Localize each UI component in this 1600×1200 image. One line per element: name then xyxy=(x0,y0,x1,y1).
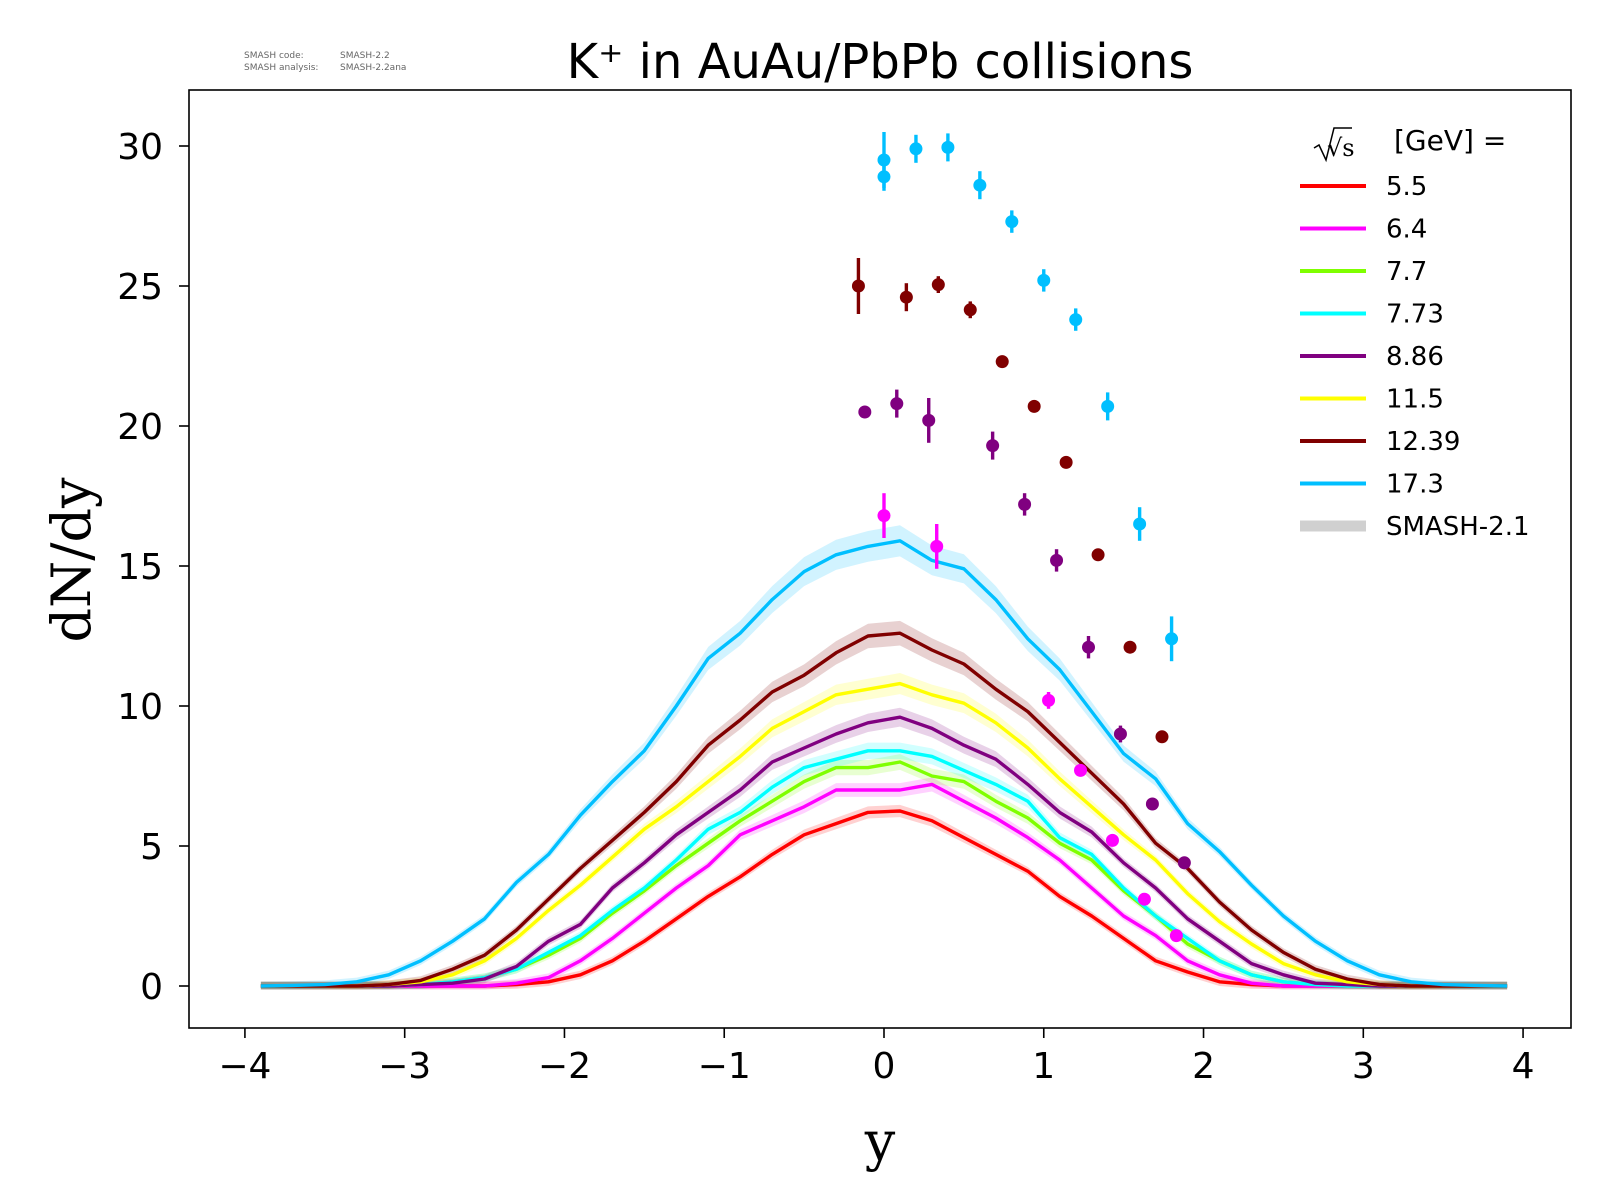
x-tick-label: 3 xyxy=(1352,1046,1375,1087)
legend-label: 12.39 xyxy=(1386,427,1460,457)
legend: √s [GeV] = 5.56.47.77.738.8611.512.3917.… xyxy=(1300,124,1530,542)
data-point xyxy=(899,290,913,304)
data-point xyxy=(858,405,872,419)
legend-title-text: [GeV] = xyxy=(1394,124,1506,157)
series-line-7 xyxy=(260,539,1508,988)
data-point xyxy=(1123,640,1137,654)
y-tick-label: 0 xyxy=(140,967,163,1008)
data-point xyxy=(1091,548,1105,562)
data-point xyxy=(1169,929,1183,943)
data-point xyxy=(877,509,891,523)
data-point xyxy=(909,142,923,156)
series-line-4 xyxy=(260,715,1508,988)
data-point xyxy=(1081,640,1095,654)
sqrt-radical-icon xyxy=(1313,127,1352,163)
data-point xyxy=(931,278,945,292)
data-point xyxy=(1155,730,1169,744)
x-axis: −4 −3 −2 −1 0 1 2 3 4 xyxy=(218,1028,1535,1087)
legend-label: 11.5 xyxy=(1386,385,1444,415)
y-tick-label: 20 xyxy=(117,407,163,448)
x-tick-label: 2 xyxy=(1192,1046,1215,1087)
series-line-6 xyxy=(260,631,1508,988)
legend-label-band: SMASH-2.1 xyxy=(1386,512,1530,542)
data-point xyxy=(1059,455,1073,469)
data-point xyxy=(1037,273,1051,287)
smash-analysis-value: SMASH-2.2ana xyxy=(340,63,406,73)
x-tick-label: 4 xyxy=(1512,1046,1535,1087)
legend-label: 7.7 xyxy=(1386,257,1427,287)
data-point xyxy=(1177,856,1191,870)
legend-label: 8.86 xyxy=(1386,342,1444,372)
data-point xyxy=(986,439,1000,453)
y-tick-label: 30 xyxy=(117,127,163,168)
plot-frame xyxy=(188,89,1572,1029)
data-point xyxy=(1137,892,1151,906)
data-point xyxy=(930,539,944,553)
y-axis-label: dN/dy xyxy=(40,477,103,643)
legend-label: 17.3 xyxy=(1386,470,1444,500)
chart-title: K⁺ in AuAu/PbPb collisions xyxy=(567,34,1194,90)
data-point xyxy=(995,355,1009,369)
data-point xyxy=(973,178,987,192)
data-point xyxy=(1050,553,1064,567)
data-point xyxy=(1113,727,1127,741)
x-tick-label: 0 xyxy=(873,1046,896,1087)
series-line-1 xyxy=(260,782,1508,988)
data-point xyxy=(922,413,936,427)
x-tick-label: −1 xyxy=(698,1046,751,1087)
legend-entries: 5.5 6.4 7.7 7.73 8.86 11.5 12.39 17.3 SMASH-2.1 xyxy=(1300,172,1530,542)
data-point xyxy=(941,140,955,154)
data-point xyxy=(1105,833,1119,847)
y-tick-label: 15 xyxy=(117,547,163,588)
data-point xyxy=(1145,797,1159,811)
data-point xyxy=(1005,215,1019,229)
y-tick-label: 25 xyxy=(117,267,163,308)
data-point xyxy=(963,303,977,317)
series-line-5 xyxy=(260,681,1508,988)
legend-label: 6.4 xyxy=(1386,215,1427,245)
smash-analysis-label: SMASH analysis: xyxy=(244,63,318,73)
series-lines xyxy=(260,539,1508,988)
data-point xyxy=(1165,632,1179,646)
legend-label: 7.73 xyxy=(1386,300,1444,330)
smash-code-value: SMASH-2.2 xyxy=(340,51,390,61)
smash-code-label: SMASH code: xyxy=(244,51,304,61)
data-point xyxy=(890,397,904,411)
y-tick-label: 5 xyxy=(140,827,163,868)
x-tick-label: −4 xyxy=(218,1046,271,1087)
legend-label: 5.5 xyxy=(1386,172,1427,202)
y-axis: 0 5 10 15 20 25 30 xyxy=(117,127,189,1008)
x-tick-label: −2 xyxy=(538,1046,591,1087)
data-point xyxy=(851,279,865,293)
data-point xyxy=(1133,517,1147,531)
data-point xyxy=(877,170,891,184)
x-tick-label: −3 xyxy=(378,1046,431,1087)
data-point xyxy=(1018,497,1032,511)
data-point xyxy=(1042,693,1056,707)
x-axis-label: y xyxy=(864,1110,896,1173)
data-point xyxy=(877,153,891,167)
data-point xyxy=(1101,399,1115,413)
y-tick-label: 10 xyxy=(117,687,163,728)
x-tick-label: 1 xyxy=(1032,1046,1055,1087)
data-point xyxy=(1074,763,1088,777)
data-point xyxy=(1027,399,1041,413)
data-point xyxy=(1069,313,1083,327)
experimental-points xyxy=(851,132,1191,943)
